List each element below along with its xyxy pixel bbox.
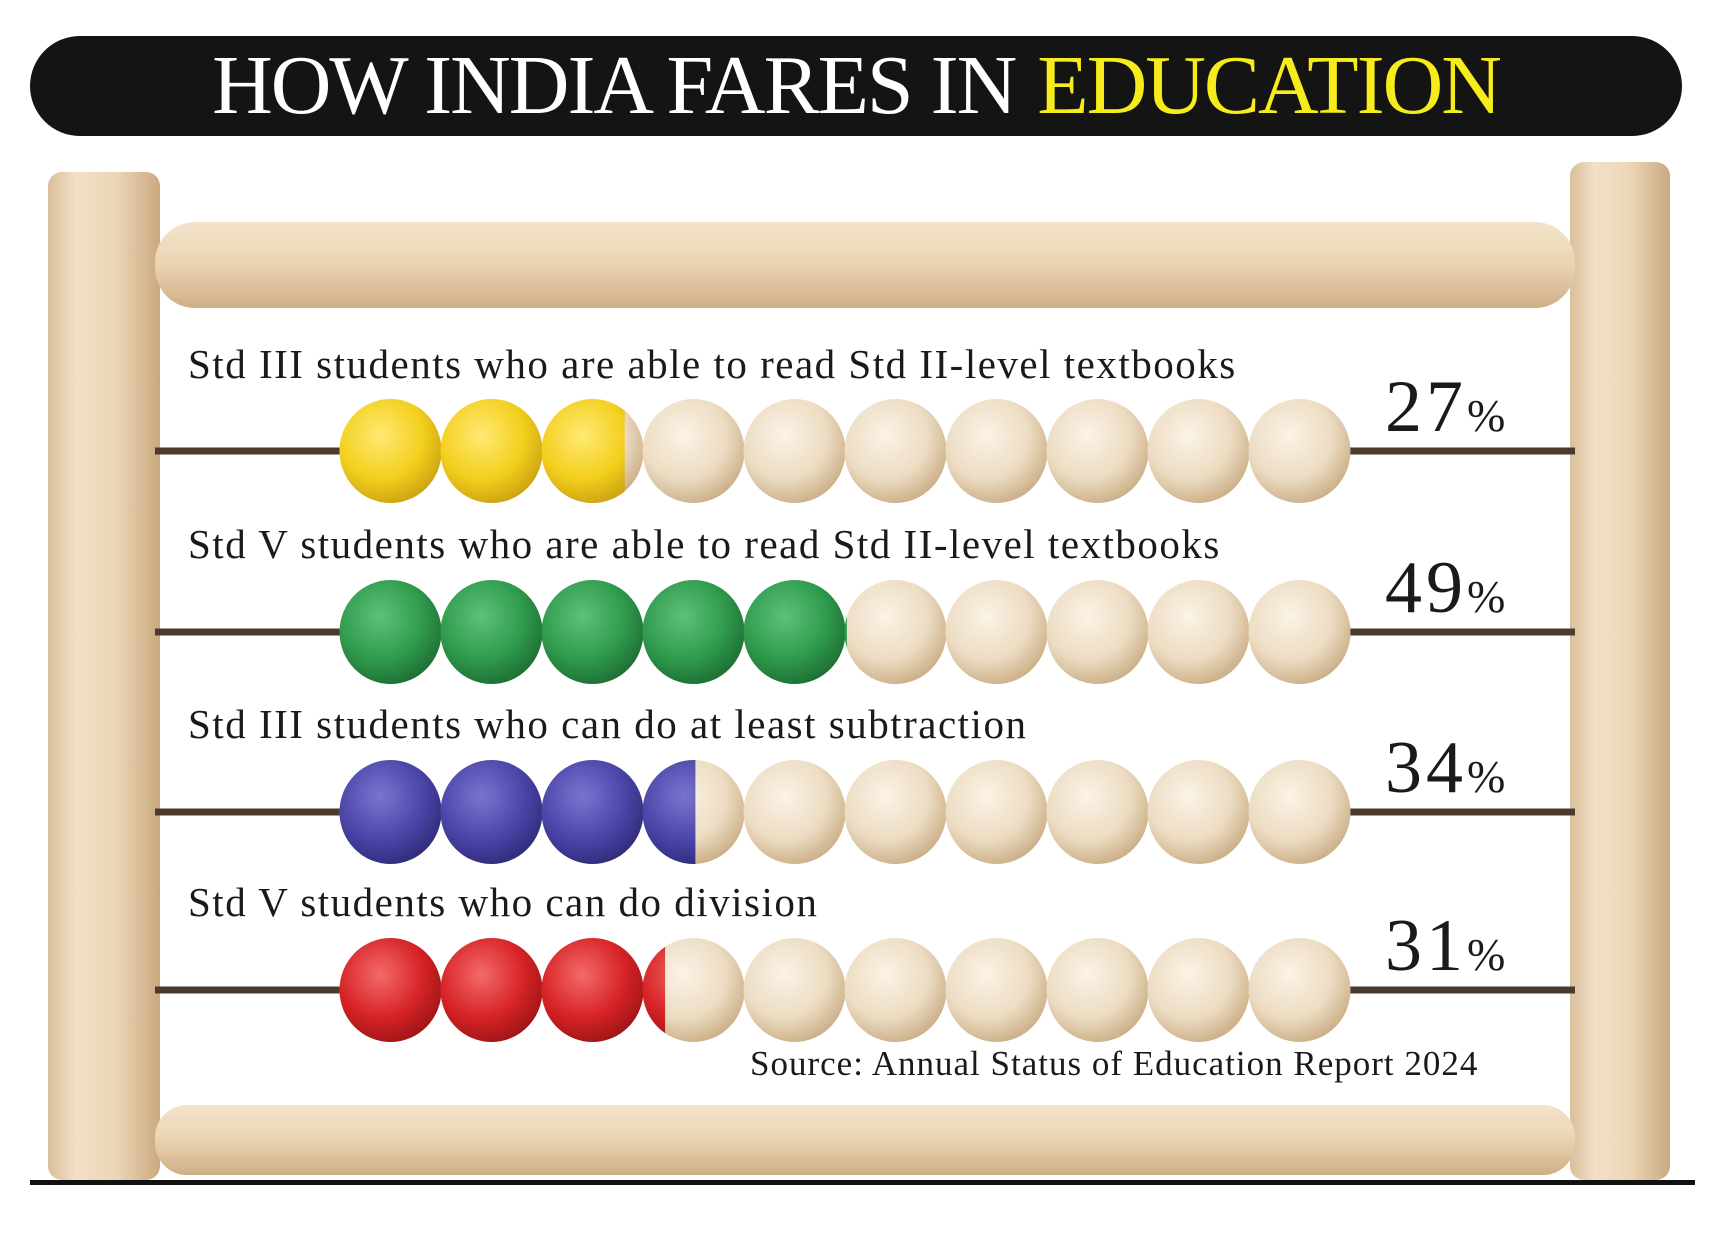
source-note: Source: Annual Status of Education Repor… — [750, 1044, 1479, 1083]
bead-colored — [743, 580, 846, 684]
bead-natural — [945, 399, 1048, 503]
value-label: 34% — [1385, 727, 1506, 809]
bar-value-fill — [339, 399, 625, 503]
bead-natural — [844, 760, 947, 864]
value-label: 27% — [1385, 366, 1506, 448]
chart-title: HOW INDIA FARES IN — [212, 39, 1017, 132]
bead-natural — [743, 399, 846, 503]
chart-title-accent: EDUCATION — [1037, 39, 1502, 132]
bar-value-fill — [339, 938, 666, 1042]
bead-natural — [642, 938, 745, 1042]
bead-colored — [642, 580, 745, 684]
bead-natural — [844, 399, 947, 503]
title-banner: HOW INDIA FARES IN EDUCATION — [30, 36, 1682, 136]
bead-colored — [440, 760, 543, 864]
frame-right-post — [1570, 162, 1670, 1180]
bead-natural — [642, 399, 745, 503]
bead-colored — [844, 616, 847, 648]
bead-natural — [1248, 399, 1351, 503]
bead-colored — [541, 580, 644, 684]
category-label: Std III students who are able to read St… — [188, 341, 1237, 387]
bead-natural — [1046, 938, 1149, 1042]
bead-colored — [642, 760, 696, 864]
bead-colored — [440, 399, 543, 503]
bead-natural — [945, 938, 1048, 1042]
bead-natural — [1248, 580, 1351, 684]
bead-natural — [1248, 760, 1351, 864]
bead-colored — [339, 399, 442, 503]
bead-natural — [743, 760, 846, 864]
bead-colored — [541, 938, 644, 1042]
bead-colored — [541, 760, 644, 864]
bead-natural — [945, 580, 1048, 684]
bar-value-fill — [339, 580, 847, 684]
bead-natural — [1248, 938, 1351, 1042]
category-label: Std III students who can do at least sub… — [188, 701, 1028, 747]
bead-natural — [945, 760, 1048, 864]
category-label: Std V students who are able to read Std … — [188, 521, 1221, 567]
bead-natural — [1046, 760, 1149, 864]
bead-natural — [1147, 938, 1250, 1042]
bar-value-fill — [339, 760, 696, 864]
bead-natural — [1046, 399, 1149, 503]
bead-natural — [1147, 760, 1250, 864]
frame-left-post — [48, 172, 160, 1180]
abacus-row — [155, 760, 1575, 864]
bead-colored — [339, 580, 442, 684]
abacus-row — [155, 580, 1575, 684]
abacus-row — [155, 938, 1575, 1042]
bead-colored — [642, 946, 666, 1034]
bead-natural — [1046, 580, 1149, 684]
category-label: Std V students who can do division — [188, 879, 819, 925]
bead-colored — [339, 938, 442, 1042]
bottom-rule — [30, 1180, 1695, 1185]
bead-natural — [844, 938, 947, 1042]
bead-colored — [541, 399, 625, 503]
value-label: 49% — [1385, 547, 1506, 629]
abacus-row — [155, 399, 1575, 503]
bead-natural — [1147, 399, 1250, 503]
bead-natural — [1147, 580, 1250, 684]
bead-natural — [844, 580, 947, 684]
value-label: 31% — [1385, 905, 1506, 987]
bead-natural — [743, 938, 846, 1042]
bead-colored — [339, 760, 442, 864]
bead-colored — [440, 938, 543, 1042]
frame-top-rail — [155, 222, 1575, 308]
bead-colored — [440, 580, 543, 684]
frame-bottom-rail — [155, 1105, 1575, 1175]
